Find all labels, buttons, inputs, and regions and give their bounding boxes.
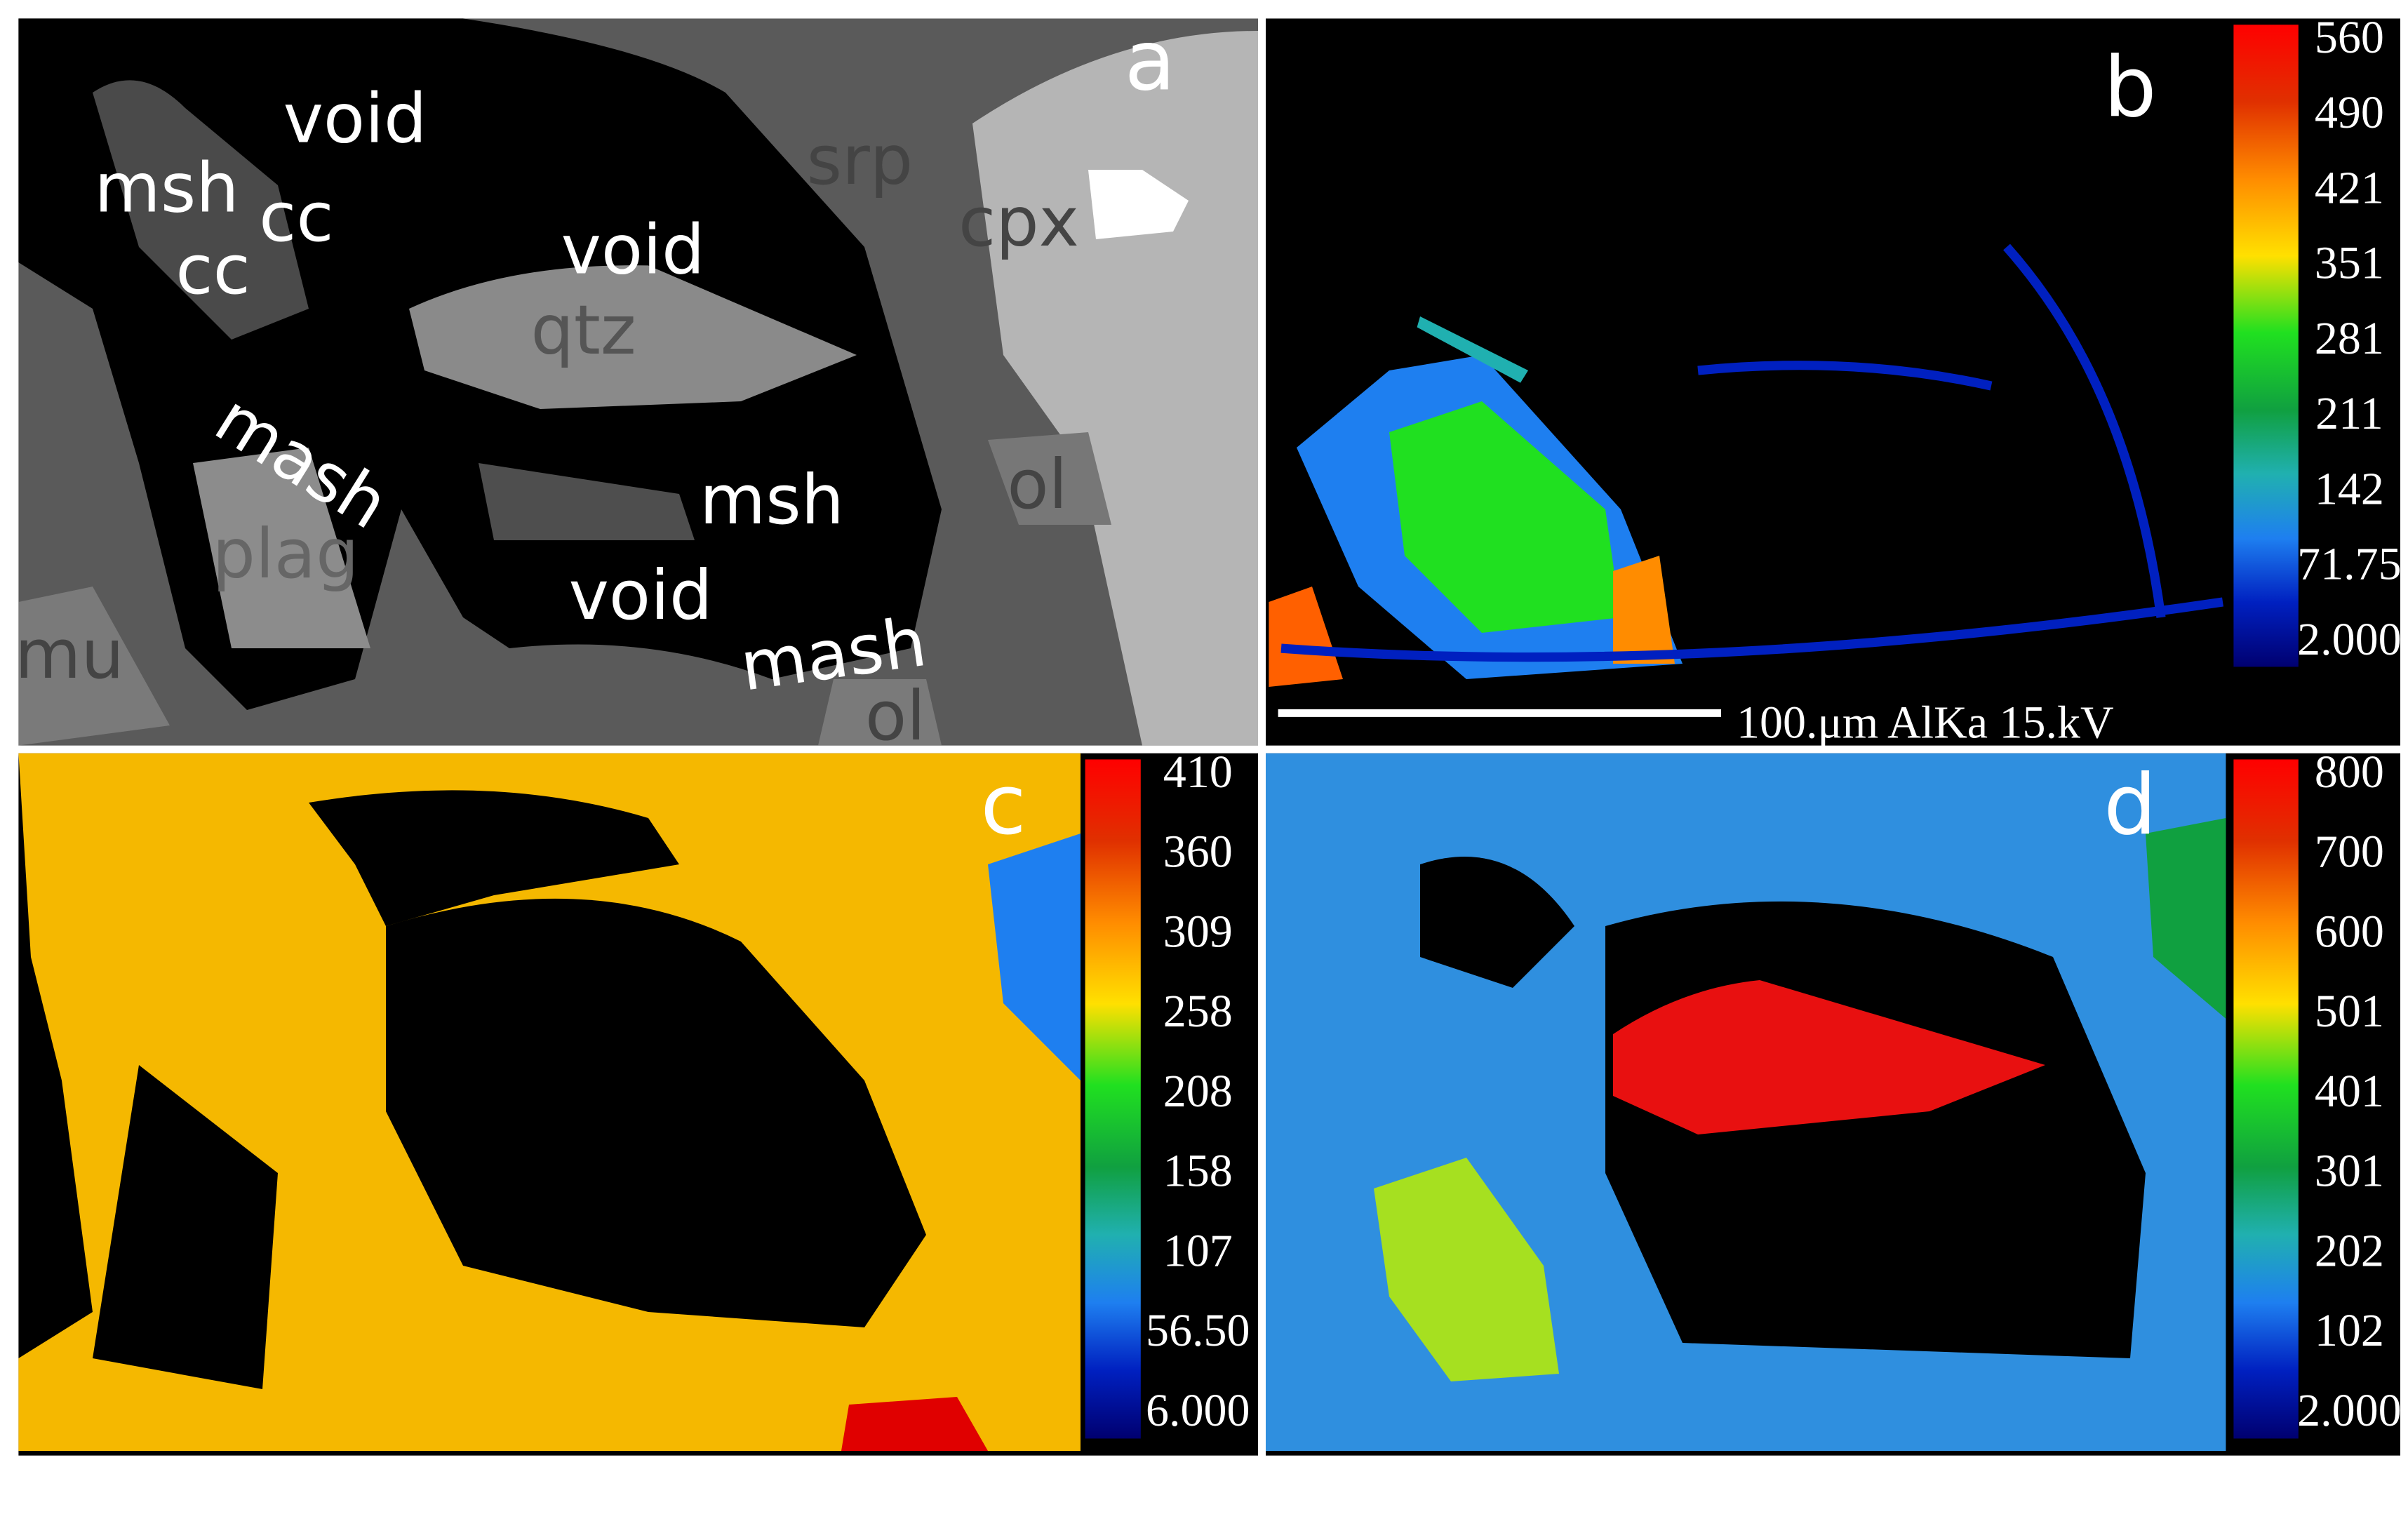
colorbar-label: 211 (2315, 388, 2383, 439)
annotation: ol (1007, 445, 1067, 524)
panel-d (1266, 753, 2400, 1456)
annotation: void (283, 79, 427, 158)
colorbar-label: 410 (1163, 746, 1233, 798)
cpx-grain (972, 31, 1258, 746)
colorbar-label: 560 (2315, 12, 2384, 63)
colorbar (2233, 25, 2299, 667)
mu-grain (18, 587, 170, 746)
annotation: cc (259, 178, 333, 257)
void-region (386, 898, 926, 1328)
colorbar-label: 700 (2315, 826, 2384, 878)
bright-grain (1088, 170, 1189, 240)
colorbar-label: 2.000 (2297, 614, 2402, 665)
panel-letter: d (2103, 757, 2156, 854)
quartz-grain (409, 265, 857, 410)
colorbar-label: 71.75 (2297, 539, 2402, 590)
colorbar-label: 421 (2315, 162, 2384, 213)
colorbar-label: 142 (2315, 463, 2384, 514)
void-region (93, 1065, 278, 1390)
colorbar-label: 301 (2315, 1146, 2384, 1197)
map-region (1613, 556, 1675, 664)
colorbar-label: 107 (1163, 1225, 1233, 1276)
colorbar-label: 401 (2315, 1066, 2384, 1117)
colorbar-label: 102 (2315, 1305, 2384, 1356)
colorbar-label: 202 (2315, 1225, 2384, 1276)
annotation: void (569, 556, 713, 635)
map-region (841, 1397, 988, 1452)
scale-bar-label: 100.μm AlKa 15.kV (1737, 697, 2114, 749)
colorbar-label: 501 (2315, 986, 2384, 1037)
map-region (1389, 401, 1621, 634)
panel-letter: c (980, 757, 1026, 854)
colorbar-label: 56.50 (1146, 1305, 1250, 1356)
panel-b (1266, 18, 2400, 746)
scale-bar-label: 100.μm SiKa 15.kV (1737, 1463, 2108, 1514)
ol-grain (818, 679, 942, 746)
colorbar-label: 258 (1163, 986, 1233, 1037)
colorbar-label: 158 (1163, 1146, 1233, 1197)
colorbar-label: 2.000 (2297, 1385, 2402, 1436)
void-region (1420, 857, 1574, 989)
map-region (1613, 980, 2045, 1135)
annotation: plag (212, 514, 359, 594)
rim (479, 463, 695, 541)
colorbar-label: 800 (2315, 746, 2384, 798)
map-region (1269, 587, 1343, 688)
annotation: ol (865, 676, 925, 756)
colorbar-label: 309 (1163, 906, 1233, 957)
annotation: void (561, 210, 705, 289)
colorbar-label: 600 (2315, 906, 2384, 957)
scale-bar-label: 100.μm MgKa 15.kV (537, 1463, 935, 1514)
colorbar-label: 6.000 (1146, 1385, 1250, 1436)
colorbar-label: 208 (1163, 1066, 1233, 1117)
ol-grain (988, 432, 1111, 525)
annotation: msh (700, 460, 844, 540)
map-region (1417, 316, 1528, 383)
annotation: mu (15, 615, 124, 694)
map-region (2146, 818, 2226, 1019)
panel-a: void msh cc cc void qtz srp cpx mash pla… (15, 13, 1258, 756)
map-region (1374, 1158, 1559, 1382)
panel-letter: b (2103, 39, 2156, 136)
colorbar (1085, 759, 1141, 1439)
colorbar (2233, 759, 2299, 1439)
void-region (309, 790, 679, 927)
plag-grain (193, 448, 370, 649)
colorbar-label: 360 (1163, 826, 1233, 878)
annotation: msh (95, 148, 239, 227)
annotation: srp (807, 121, 914, 200)
annotation: qtz (530, 290, 636, 370)
colorbar-label: 351 (2315, 238, 2384, 289)
grain (93, 80, 309, 340)
panel-c (18, 753, 1258, 1456)
map-region (988, 833, 1081, 1081)
annotation: cc (175, 230, 250, 309)
annotation: cpx (958, 182, 1079, 262)
map-trace (1280, 243, 2223, 662)
colorbar-label: 490 (2315, 87, 2384, 138)
panel-letter: a (1125, 13, 1176, 110)
colorbar-label: 281 (2315, 313, 2384, 364)
